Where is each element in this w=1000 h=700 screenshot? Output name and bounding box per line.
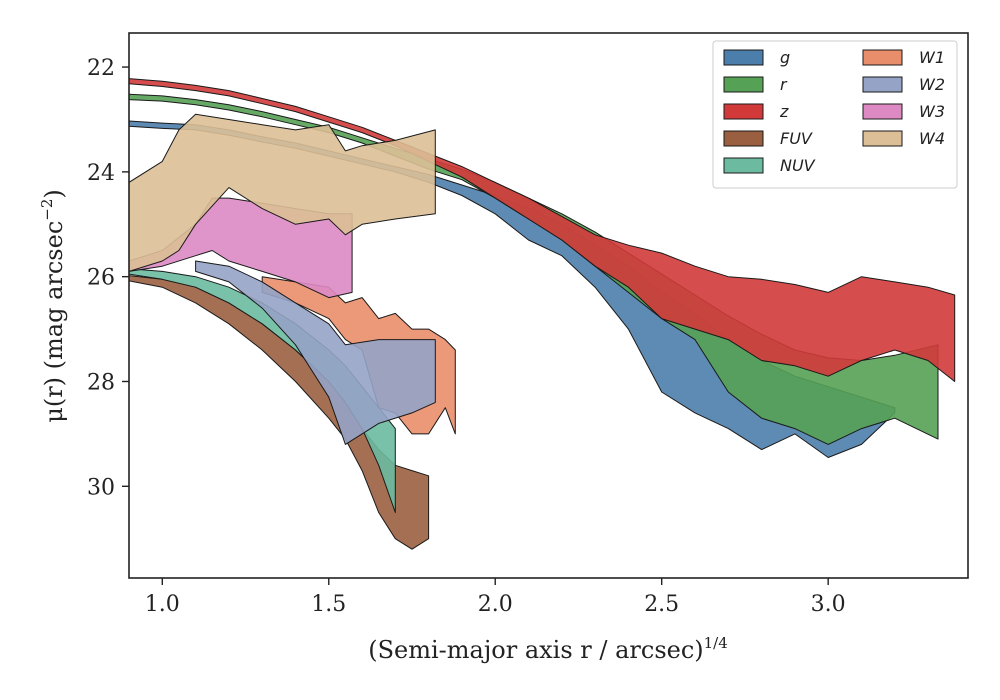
legend-swatch-z [723,103,764,120]
legend-swatch-w1 [862,49,903,66]
y-tick-label: 28 [87,370,115,395]
legend-label-nuv: NUV [780,156,816,175]
legend-label-w1: W1 [919,48,945,67]
y-tick-label: 26 [87,266,115,291]
y-axis-label: μ(r) (mag arcsec−2) [38,189,68,423]
legend-swatch-w2 [862,76,903,93]
band-w2 [195,260,436,445]
y-axis-label-text: μ(r) (mag arcsec [40,221,68,423]
y-axis-ticks: 22 24 26 28 30 [87,56,129,500]
x-axis-label-exponent: 1/4 [704,634,728,652]
series-layer [129,78,956,550]
y-axis-label-close: ) [40,189,68,198]
x-axis-label-text: (Semi-major axis r / arcsec) [368,636,703,664]
legend-label-w4: W4 [919,129,945,148]
legend-label-z: z [779,102,789,121]
x-axis-label: (Semi-major axis r / arcsec)1/4 [368,634,728,664]
legend-entries: grz FUV NUV W1 W2 W3 W4 [723,48,945,175]
y-tick-label: 24 [87,161,115,186]
legend-label-r: r [780,75,788,94]
y-tick-label: 30 [87,475,115,500]
legend-swatch-w4 [862,130,903,147]
legend-swatch-g [723,49,764,66]
x-tick-label: 1.0 [145,592,180,617]
legend-label-fuv: FUV [780,129,813,148]
band-w4 [129,113,436,272]
plot-frame [128,32,969,579]
legend-label-g: g [780,48,790,67]
x-tick-label: 2.5 [644,592,679,617]
legend-label-w2: W2 [919,75,945,94]
legend-swatch-r [723,76,764,93]
y-tick-label: 22 [87,56,115,81]
legend-label-w3: W3 [919,102,945,121]
x-tick-label: 2.0 [478,592,513,617]
y-axis-label-exponent: −2 [38,199,56,221]
x-tick-label: 1.5 [311,592,346,617]
legend-swatch-fuv [723,130,764,147]
x-axis-ticks: 1.0 1.5 2.0 2.5 3.0 [145,578,846,617]
x-tick-label: 3.0 [811,592,846,617]
legend-swatch-w3 [862,103,903,120]
legend-swatch-nuv [723,157,764,174]
legend: grz FUV NUV W1 W2 W3 W4 [712,40,958,189]
